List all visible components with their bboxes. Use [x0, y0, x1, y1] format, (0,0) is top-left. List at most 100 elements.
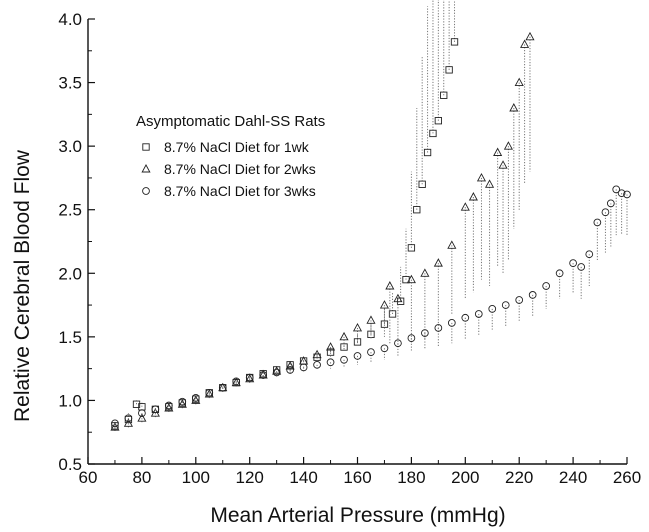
data-point: [191, 394, 200, 402]
data-point: [313, 360, 321, 369]
data-point: [379, 300, 390, 309]
data-point: [447, 240, 457, 249]
series-square: [111, 0, 459, 430]
data-point: [388, 310, 397, 318]
series-triangle: [110, 31, 535, 431]
data-point: [380, 320, 389, 328]
data-point: [413, 206, 421, 214]
data-point: [286, 366, 294, 374]
data-point: [177, 399, 187, 408]
data-point: [132, 400, 141, 408]
legend-entry-label: 8.7% NaCl Diet for 3wks: [164, 183, 316, 199]
x-tick-label: 220: [505, 468, 533, 487]
data-point: [420, 268, 430, 277]
legend-marker-triangle: [141, 164, 151, 173]
data-point: [352, 323, 363, 332]
data-point: [353, 352, 362, 360]
data-point: [434, 117, 442, 125]
data-point: [137, 413, 147, 422]
data-point: [285, 361, 295, 370]
data-point: [429, 129, 437, 138]
data-point: [515, 296, 524, 304]
data-point: [191, 395, 201, 404]
data-point: [440, 91, 448, 99]
data-point: [433, 258, 443, 267]
data-point: [231, 377, 241, 387]
y-tick-label: 0.5: [58, 455, 82, 474]
data-point: [164, 403, 174, 412]
x-tick-label: 160: [343, 468, 371, 487]
data-point: [272, 368, 281, 377]
data-point: [474, 310, 483, 318]
data-point: [340, 343, 348, 351]
legend-title: Asymptomatic Dahl-SS Rats: [136, 113, 325, 130]
x-tick-label: 240: [559, 468, 587, 487]
data-point: [124, 414, 133, 423]
data-point: [385, 281, 395, 290]
y-tick-label: 3.0: [58, 137, 82, 156]
data-point: [407, 334, 416, 342]
data-point: [245, 373, 255, 383]
data-point: [366, 315, 376, 324]
y-tick-label: 2.0: [58, 264, 82, 283]
data-point: [138, 409, 146, 417]
data-point: [520, 39, 530, 48]
data-point: [514, 77, 524, 87]
data-point: [111, 419, 119, 428]
legend-marker-square: [142, 143, 150, 151]
data-point: [325, 342, 336, 351]
data-point: [423, 148, 432, 157]
data-point: [476, 172, 487, 182]
y-tick-label: 3.5: [58, 74, 82, 93]
data-point: [421, 329, 429, 337]
legend-entry-label: 8.7% NaCl Diet for 2wks: [164, 161, 316, 177]
data-point: [488, 305, 497, 313]
data-point: [569, 259, 577, 267]
data-point: [353, 338, 362, 346]
data-point: [460, 202, 470, 211]
data-point: [434, 324, 443, 332]
data-point: [123, 418, 133, 427]
plot-area: [110, 0, 631, 431]
y-tick-label: 2.5: [58, 201, 82, 220]
data-point: [259, 371, 268, 379]
y-axis-title: Relative Cerebral Blood Flow: [11, 149, 34, 422]
data-point: [272, 366, 282, 375]
data-point: [151, 405, 160, 414]
data-point: [623, 190, 631, 199]
data-point: [509, 103, 519, 112]
x-tick-label: 120: [236, 468, 264, 487]
data-point: [406, 274, 416, 284]
y-tick-label: 1.5: [58, 328, 82, 347]
data-point: [340, 355, 348, 364]
data-point: [542, 282, 551, 290]
data-point: [326, 348, 335, 356]
tick-labels: 60 80 100 120 140 160 180 200 220 240 260 0.5 1.0 1.5…: [58, 10, 641, 487]
data-point: [493, 147, 503, 156]
data-point: [326, 358, 335, 367]
x-tick-label: 100: [182, 468, 210, 487]
data-point: [525, 31, 535, 41]
data-point: [393, 293, 403, 303]
x-tick-label: 200: [451, 468, 479, 487]
data-point: [339, 331, 349, 341]
data-point: [612, 185, 621, 194]
x-axis-title: Mean Arterial Pressure (mmHg): [210, 504, 505, 527]
data-point: [205, 388, 214, 397]
data-point: [498, 160, 508, 169]
data-point: [394, 339, 402, 348]
data-point: [218, 383, 227, 392]
axes: [87, 18, 628, 465]
data-point: [585, 250, 594, 259]
legend: Asymptomatic Dahl-SS Rats 8.7% NaCl Diet…: [136, 113, 325, 199]
y-tick-label: 4.0: [58, 10, 82, 29]
data-point: [232, 377, 241, 386]
data-point: [593, 218, 602, 227]
data-point: [396, 297, 405, 305]
data-point: [468, 192, 478, 201]
legend-marker-circle: [142, 187, 150, 195]
data-point: [461, 313, 470, 322]
legend-entry-label: 8.7% NaCl Diet for 1wk: [164, 139, 310, 155]
x-tick-label: 140: [289, 468, 317, 487]
data-point: [380, 344, 389, 353]
